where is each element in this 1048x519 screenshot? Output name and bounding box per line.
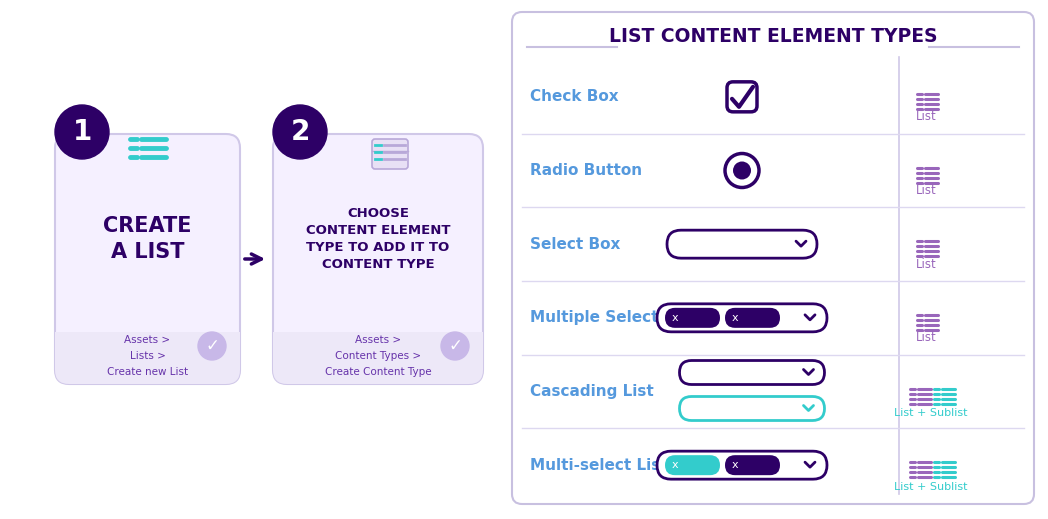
FancyBboxPatch shape <box>665 308 720 328</box>
FancyBboxPatch shape <box>512 12 1034 504</box>
Text: CHOOSE
CONTENT ELEMENT
TYPE TO ADD IT TO
CONTENT TYPE: CHOOSE CONTENT ELEMENT TYPE TO ADD IT TO… <box>306 207 451 271</box>
Text: List: List <box>916 111 936 124</box>
Bar <box>54 332 240 347</box>
Text: Cascading List: Cascading List <box>530 384 654 399</box>
Circle shape <box>725 154 759 187</box>
Text: x: x <box>672 460 678 470</box>
FancyBboxPatch shape <box>725 455 780 475</box>
FancyBboxPatch shape <box>657 304 827 332</box>
Circle shape <box>272 105 327 159</box>
Text: 1: 1 <box>72 118 91 146</box>
Circle shape <box>198 332 226 360</box>
Circle shape <box>733 161 751 180</box>
Text: ✓: ✓ <box>205 337 219 355</box>
FancyBboxPatch shape <box>667 230 817 258</box>
Text: List: List <box>916 257 936 271</box>
Text: Multiple Select: Multiple Select <box>530 310 658 325</box>
FancyBboxPatch shape <box>372 139 408 169</box>
FancyBboxPatch shape <box>272 134 483 384</box>
FancyBboxPatch shape <box>725 308 780 328</box>
FancyBboxPatch shape <box>679 361 825 385</box>
Text: List + Sublist: List + Sublist <box>894 408 967 418</box>
FancyBboxPatch shape <box>727 82 757 112</box>
Text: x: x <box>672 313 678 323</box>
Text: x: x <box>732 460 738 470</box>
Text: List + Sublist: List + Sublist <box>894 482 967 492</box>
FancyBboxPatch shape <box>54 332 240 384</box>
Text: ✓: ✓ <box>449 337 462 355</box>
FancyBboxPatch shape <box>665 455 720 475</box>
Text: LIST CONTENT ELEMENT TYPES: LIST CONTENT ELEMENT TYPES <box>609 28 937 47</box>
Circle shape <box>441 332 470 360</box>
Text: 2: 2 <box>290 118 310 146</box>
Bar <box>272 332 483 347</box>
Text: Select Box: Select Box <box>530 237 620 252</box>
FancyBboxPatch shape <box>54 134 240 384</box>
FancyBboxPatch shape <box>272 332 483 384</box>
Text: Check Box: Check Box <box>530 89 618 104</box>
Text: Assets >
Content Types >
Create Content Type: Assets > Content Types > Create Content … <box>325 335 432 377</box>
Circle shape <box>54 105 109 159</box>
Text: x: x <box>732 313 738 323</box>
Text: Radio Button: Radio Button <box>530 163 642 178</box>
Text: List: List <box>916 331 936 344</box>
Text: CREATE
A LIST: CREATE A LIST <box>104 216 192 262</box>
FancyBboxPatch shape <box>657 451 827 479</box>
FancyBboxPatch shape <box>679 397 825 420</box>
Text: List: List <box>916 184 936 197</box>
Text: Multi-select List: Multi-select List <box>530 458 668 473</box>
Text: Assets >
Lists >
Create new List: Assets > Lists > Create new List <box>107 335 188 377</box>
